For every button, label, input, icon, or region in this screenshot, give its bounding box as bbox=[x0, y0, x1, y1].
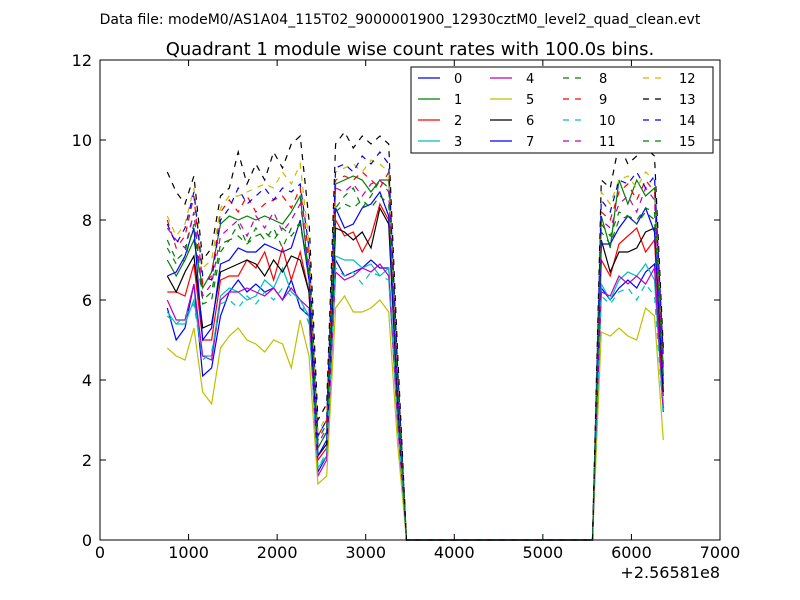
x-offset-label: +2.56581e8 bbox=[620, 563, 720, 582]
legend-label-5: 5 bbox=[526, 93, 534, 108]
series-line-1 bbox=[166, 175, 664, 541]
series-line-2 bbox=[167, 202, 664, 541]
legend-label-9: 9 bbox=[599, 93, 607, 108]
series-line-3 bbox=[166, 255, 664, 541]
x-tick-label: 4000 bbox=[434, 543, 475, 562]
y-tick-label: 8 bbox=[82, 211, 92, 230]
legend-label-0: 0 bbox=[454, 72, 462, 87]
series-line-11 bbox=[166, 179, 664, 541]
legend-label-14: 14 bbox=[679, 114, 696, 129]
legend-label-8: 8 bbox=[599, 72, 607, 87]
series-line-10 bbox=[166, 266, 664, 541]
series-line-13 bbox=[166, 130, 664, 541]
series-line-7 bbox=[167, 190, 664, 541]
legend-label-15: 15 bbox=[679, 135, 696, 150]
legend-box bbox=[410, 66, 714, 154]
series-line-5 bbox=[166, 294, 664, 541]
chart-suptitle: Data file: modeM0/AS1A04_115T02_90000019… bbox=[100, 12, 701, 28]
series-line-4 bbox=[166, 263, 664, 541]
series-line-15 bbox=[166, 195, 664, 541]
x-tick-label: 7000 bbox=[700, 543, 741, 562]
legend-label-1: 1 bbox=[454, 93, 462, 108]
legend-label-7: 7 bbox=[526, 135, 534, 150]
series-line-14 bbox=[166, 150, 664, 541]
legend-label-6: 6 bbox=[526, 114, 534, 129]
series-line-6 bbox=[166, 206, 664, 541]
series-line-9 bbox=[166, 169, 664, 541]
series-layer bbox=[166, 130, 664, 541]
y-tick-label: 2 bbox=[82, 451, 92, 470]
legend-label-2: 2 bbox=[454, 114, 462, 129]
y-tick-label: 4 bbox=[82, 371, 92, 390]
legend-label-12: 12 bbox=[679, 72, 696, 87]
legend-label-3: 3 bbox=[454, 135, 462, 150]
x-tick-label: 2000 bbox=[257, 543, 298, 562]
chart-title: Quadrant 1 module wise count rates with … bbox=[166, 39, 655, 60]
legend-label-13: 13 bbox=[679, 93, 696, 108]
legend-label-4: 4 bbox=[526, 72, 534, 87]
series-line-8 bbox=[166, 179, 664, 541]
x-tick-label: 0 bbox=[95, 543, 105, 562]
y-tick-label: 0 bbox=[82, 531, 92, 550]
x-tick-label: 6000 bbox=[611, 543, 652, 562]
y-tick-label: 6 bbox=[82, 291, 92, 310]
legend-label-10: 10 bbox=[599, 114, 616, 129]
y-tick-label: 10 bbox=[72, 131, 92, 150]
x-tick-label: 3000 bbox=[345, 543, 386, 562]
x-tick-label: 1000 bbox=[168, 543, 209, 562]
x-tick-label: 5000 bbox=[522, 543, 563, 562]
legend-label-11: 11 bbox=[599, 135, 616, 150]
y-tick-label: 12 bbox=[72, 51, 92, 70]
